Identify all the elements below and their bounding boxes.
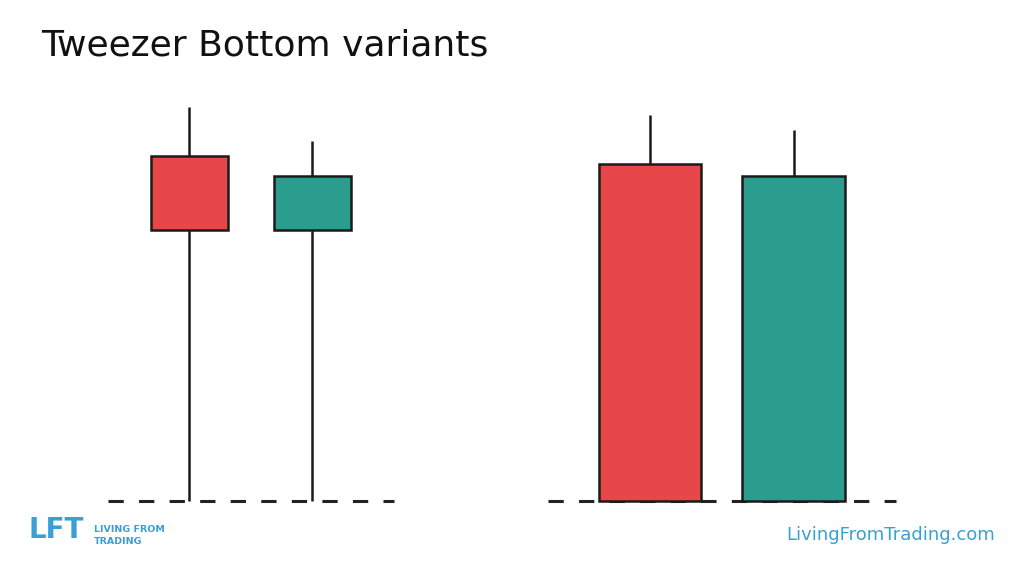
Text: LFT: LFT bbox=[29, 516, 84, 544]
Text: LIVING FROM
TRADING: LIVING FROM TRADING bbox=[94, 525, 165, 546]
Text: LivingFromTrading.com: LivingFromTrading.com bbox=[786, 526, 995, 544]
Bar bbox=[742, 176, 845, 501]
Text: Tweezer Bottom variants: Tweezer Bottom variants bbox=[41, 29, 488, 63]
Bar bbox=[274, 176, 350, 230]
Bar bbox=[599, 164, 701, 501]
Bar bbox=[152, 156, 227, 230]
